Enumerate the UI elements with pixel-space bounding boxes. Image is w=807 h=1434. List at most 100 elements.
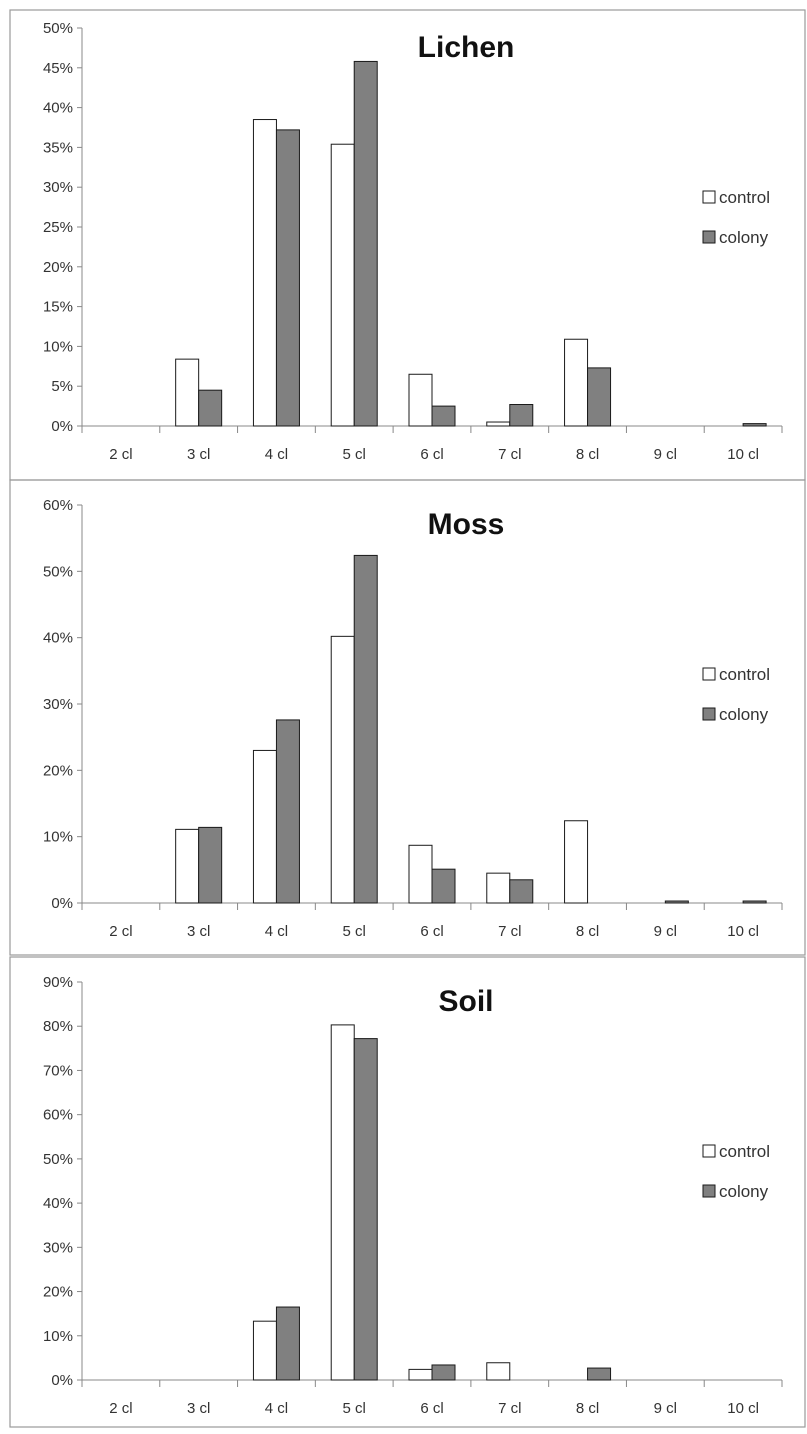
- x-tick-label: 7 cl: [498, 923, 521, 940]
- legend-label-colony: colony: [719, 1182, 769, 1201]
- y-tick-label: 30%: [43, 179, 73, 196]
- chart-title: Lichen: [418, 31, 515, 64]
- bar-colony-9cl: [664, 900, 689, 904]
- y-tick-label: 0%: [51, 895, 73, 912]
- bar-control-5cl: [330, 143, 355, 427]
- bar-colony-6cl: [431, 868, 456, 904]
- y-tick-label: 90%: [43, 974, 73, 991]
- bar-colony-4cl: [275, 1306, 300, 1381]
- y-tick-label: 30%: [43, 696, 73, 713]
- x-tick-label: 3 cl: [187, 446, 210, 463]
- x-tick-label: 8 cl: [576, 1400, 599, 1417]
- chart-panel-moss: 0% 10% 20% 30% 40% 50% 60% 2 cl 3 cl 4 cl 5 cl 6 cl…: [9, 479, 806, 956]
- bar-control-3cl: [175, 828, 200, 904]
- y-tick-label: 20%: [43, 1284, 73, 1301]
- y-tick-label: 60%: [43, 1107, 73, 1124]
- chart-panel-soil: 0% 10% 20% 30% 40% 50% 60% 70% 80% 90% 2 cl 3 cl 4 c…: [9, 956, 806, 1428]
- y-tick-label: 15%: [43, 299, 73, 316]
- x-tick-label: 8 cl: [576, 923, 599, 940]
- chart-title: Moss: [428, 508, 505, 541]
- x-tick-label: 2 cl: [109, 1400, 132, 1417]
- legend-label-control: control: [719, 1142, 770, 1161]
- legend-label-control: control: [719, 188, 770, 207]
- x-tick-label: 4 cl: [265, 446, 288, 463]
- bar-colony-3cl: [198, 826, 223, 904]
- legend-label-colony: colony: [719, 705, 769, 724]
- x-tick-label: 9 cl: [654, 1400, 677, 1417]
- y-tick-label: 45%: [43, 60, 73, 77]
- x-tick-label: 4 cl: [265, 923, 288, 940]
- y-tick-label: 70%: [43, 1062, 73, 1079]
- x-tick-label: 7 cl: [498, 1400, 521, 1417]
- legend-swatch-colony: [702, 1184, 716, 1198]
- bar-control-7cl: [486, 421, 511, 427]
- y-tick-label: 10%: [43, 829, 73, 846]
- y-tick-label: 50%: [43, 1151, 73, 1168]
- y-tick-label: 50%: [43, 563, 73, 580]
- bar-colony-3cl: [198, 389, 223, 427]
- y-tick-label: 40%: [43, 630, 73, 647]
- y-tick-label: 0%: [51, 1372, 73, 1389]
- x-tick-label: 10 cl: [727, 446, 759, 463]
- x-tick-label: 2 cl: [109, 923, 132, 940]
- legend-swatch-colony: [702, 230, 716, 244]
- bar-control-7cl: [486, 872, 511, 904]
- bar-colony-7cl: [509, 879, 534, 904]
- bar-control-7cl: [486, 1362, 511, 1381]
- x-tick-label: 6 cl: [420, 923, 443, 940]
- bar-colony-7cl: [509, 404, 534, 427]
- x-tick-label: 6 cl: [420, 446, 443, 463]
- bar-control-5cl: [330, 1024, 355, 1381]
- bar-colony-5cl: [353, 60, 378, 427]
- x-tick-label: 7 cl: [498, 446, 521, 463]
- panel-border: [9, 956, 806, 1428]
- bar-control-6cl: [408, 373, 433, 427]
- y-tick-label: 5%: [51, 378, 73, 395]
- bar-control-4cl: [252, 1320, 277, 1381]
- x-tick-label: 6 cl: [420, 1400, 443, 1417]
- legend-swatch-colony: [702, 707, 716, 721]
- bar-colony-10cl: [742, 423, 767, 427]
- y-tick-label: 40%: [43, 100, 73, 117]
- y-tick-label: 50%: [43, 20, 73, 37]
- y-tick-label: 25%: [43, 219, 73, 236]
- x-tick-label: 5 cl: [343, 446, 366, 463]
- bar-control-8cl: [564, 338, 589, 427]
- x-tick-label: 9 cl: [654, 446, 677, 463]
- bar-control-8cl: [564, 820, 589, 904]
- x-tick-label: 2 cl: [109, 446, 132, 463]
- legend-label-control: control: [719, 665, 770, 684]
- x-tick-label: 5 cl: [343, 923, 366, 940]
- y-tick-label: 40%: [43, 1195, 73, 1212]
- chart-title: Soil: [438, 985, 493, 1018]
- bar-colony-8cl: [587, 1367, 612, 1381]
- bar-colony-6cl: [431, 405, 456, 427]
- x-tick-label: 3 cl: [187, 1400, 210, 1417]
- bar-colony-4cl: [275, 129, 300, 427]
- bar-control-4cl: [252, 749, 277, 904]
- bar-control-3cl: [175, 358, 200, 427]
- y-tick-label: 35%: [43, 139, 73, 156]
- bar-control-6cl: [408, 844, 433, 904]
- legend-label-colony: colony: [719, 228, 769, 247]
- chart-panel-lichen: 0% 5% 10% 15% 20% 25% 30% 35% 40% 45% 50% 2 cl 3 cl 4…: [9, 9, 806, 481]
- y-tick-label: 10%: [43, 338, 73, 355]
- bar-colony-5cl: [353, 554, 378, 904]
- y-tick-label: 20%: [43, 259, 73, 276]
- x-tick-label: 8 cl: [576, 446, 599, 463]
- x-tick-label: 10 cl: [727, 1400, 759, 1417]
- bar-control-5cl: [330, 635, 355, 904]
- y-tick-label: 0%: [51, 418, 73, 435]
- x-tick-label: 9 cl: [654, 923, 677, 940]
- bar-control-6cl: [408, 1368, 433, 1381]
- legend-swatch-control: [702, 667, 716, 681]
- panel-border: [9, 479, 806, 956]
- bar-colony-6cl: [431, 1364, 456, 1381]
- panel-border: [9, 9, 806, 481]
- legend-swatch-control: [702, 1144, 716, 1158]
- x-tick-label: 4 cl: [265, 1400, 288, 1417]
- y-tick-label: 20%: [43, 762, 73, 779]
- x-tick-label: 5 cl: [343, 1400, 366, 1417]
- bar-colony-5cl: [353, 1038, 378, 1381]
- bar-control-4cl: [252, 119, 277, 427]
